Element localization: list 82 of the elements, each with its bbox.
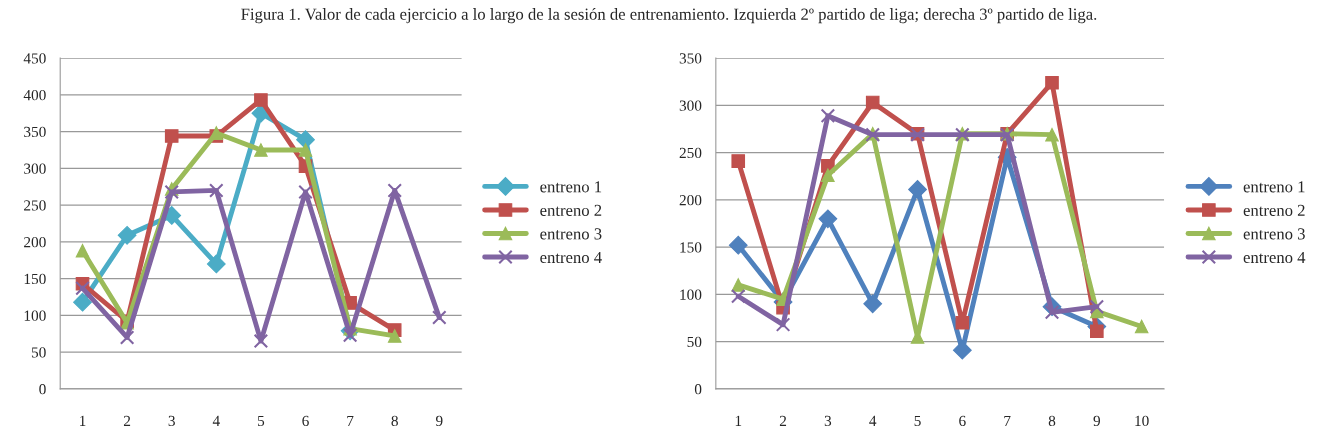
y-tick-label: 450 — [23, 53, 46, 64]
point — [209, 183, 224, 198]
point — [342, 327, 358, 343]
legend-label: entreno 2 — [540, 204, 602, 216]
y-tick-label: 300 — [24, 163, 46, 174]
x-tick-label: 2 — [123, 415, 131, 426]
point — [117, 225, 137, 245]
point — [728, 235, 748, 255]
x-tick-label: 4 — [212, 415, 220, 426]
y-tick-label: 200 — [679, 195, 702, 206]
point — [908, 180, 927, 199]
legend-label: entreno 1 — [1243, 181, 1305, 193]
point — [731, 154, 746, 168]
x-tick-label: 7 — [1004, 415, 1011, 426]
point — [206, 254, 226, 274]
legend-label: entreno 3 — [1243, 228, 1305, 240]
point — [775, 317, 791, 332]
point — [865, 95, 880, 110]
x-tick-label: 1 — [80, 415, 86, 426]
point — [432, 310, 447, 325]
point — [387, 329, 402, 343]
point — [1045, 75, 1059, 90]
point — [164, 129, 179, 143]
x-tick-label: 3 — [168, 415, 175, 427]
point — [1134, 319, 1149, 334]
y-tick-label: 100 — [680, 289, 702, 300]
legend-label: entreno 2 — [1243, 204, 1305, 216]
y-tick-label: 300 — [679, 100, 702, 111]
legend-label: entreno 3 — [540, 228, 602, 240]
point — [75, 243, 90, 258]
point — [1045, 127, 1059, 142]
y-tick-label: 250 — [24, 200, 46, 211]
point — [298, 184, 313, 200]
point — [253, 333, 269, 349]
x-tick-label: 8 — [1048, 415, 1056, 427]
x-tick-label: 1 — [735, 415, 742, 426]
y-tick-label: 200 — [24, 237, 46, 248]
x-tick-label: 7 — [347, 415, 354, 426]
y-tick-label: 150 — [24, 273, 46, 285]
legend-label: entreno 4 — [540, 251, 602, 264]
point — [73, 292, 92, 312]
legend-label: entreno 4 — [1243, 251, 1306, 264]
point — [863, 294, 883, 314]
y-tick-label: 350 — [679, 53, 702, 64]
y-tick-label: 50 — [687, 336, 702, 348]
x-tick-label: 9 — [435, 415, 443, 427]
point — [298, 143, 313, 157]
y-tick-label: 400 — [23, 90, 46, 101]
point — [820, 108, 836, 124]
point — [164, 184, 179, 200]
point — [119, 330, 135, 345]
x-tick-label: 8 — [391, 415, 398, 427]
point — [387, 183, 402, 198]
point — [254, 93, 268, 107]
y-tick-label: 100 — [24, 310, 46, 321]
point — [821, 168, 835, 183]
x-tick-label: 5 — [257, 415, 265, 427]
x-tick-label: 5 — [914, 415, 921, 427]
point — [818, 209, 838, 229]
y-tick-label: 150 — [680, 242, 702, 253]
x-tick-label: 6 — [302, 415, 309, 427]
y-tick-label: 350 — [24, 126, 46, 138]
y-tick-label: 0 — [694, 384, 702, 395]
legend-label: entreno 1 — [540, 181, 602, 193]
x-tick-label: 9 — [1093, 415, 1101, 427]
y-tick-label: 250 — [679, 147, 702, 159]
point — [1044, 305, 1060, 320]
x-tick-label: 2 — [779, 415, 787, 426]
x-tick-label: 3 — [824, 415, 832, 427]
text: Figura 1. Valor de cada ejercicio a lo largo de la sesión de entrenamiento. Izquierda 2º partido de liga; derecha 3º partido de liga. — [241, 8, 1097, 24]
point — [731, 278, 746, 292]
x-tick-label: 6 — [959, 415, 966, 427]
y-tick-label: 50 — [31, 347, 46, 358]
x-tick-label: 4 — [869, 415, 877, 426]
point — [955, 315, 970, 330]
point — [254, 143, 268, 157]
point — [1089, 299, 1105, 314]
point — [730, 288, 746, 304]
point — [1090, 324, 1104, 339]
x-tick-label: 10 — [1135, 415, 1149, 427]
y-tick-label: 0 — [39, 384, 46, 395]
point — [75, 280, 90, 296]
